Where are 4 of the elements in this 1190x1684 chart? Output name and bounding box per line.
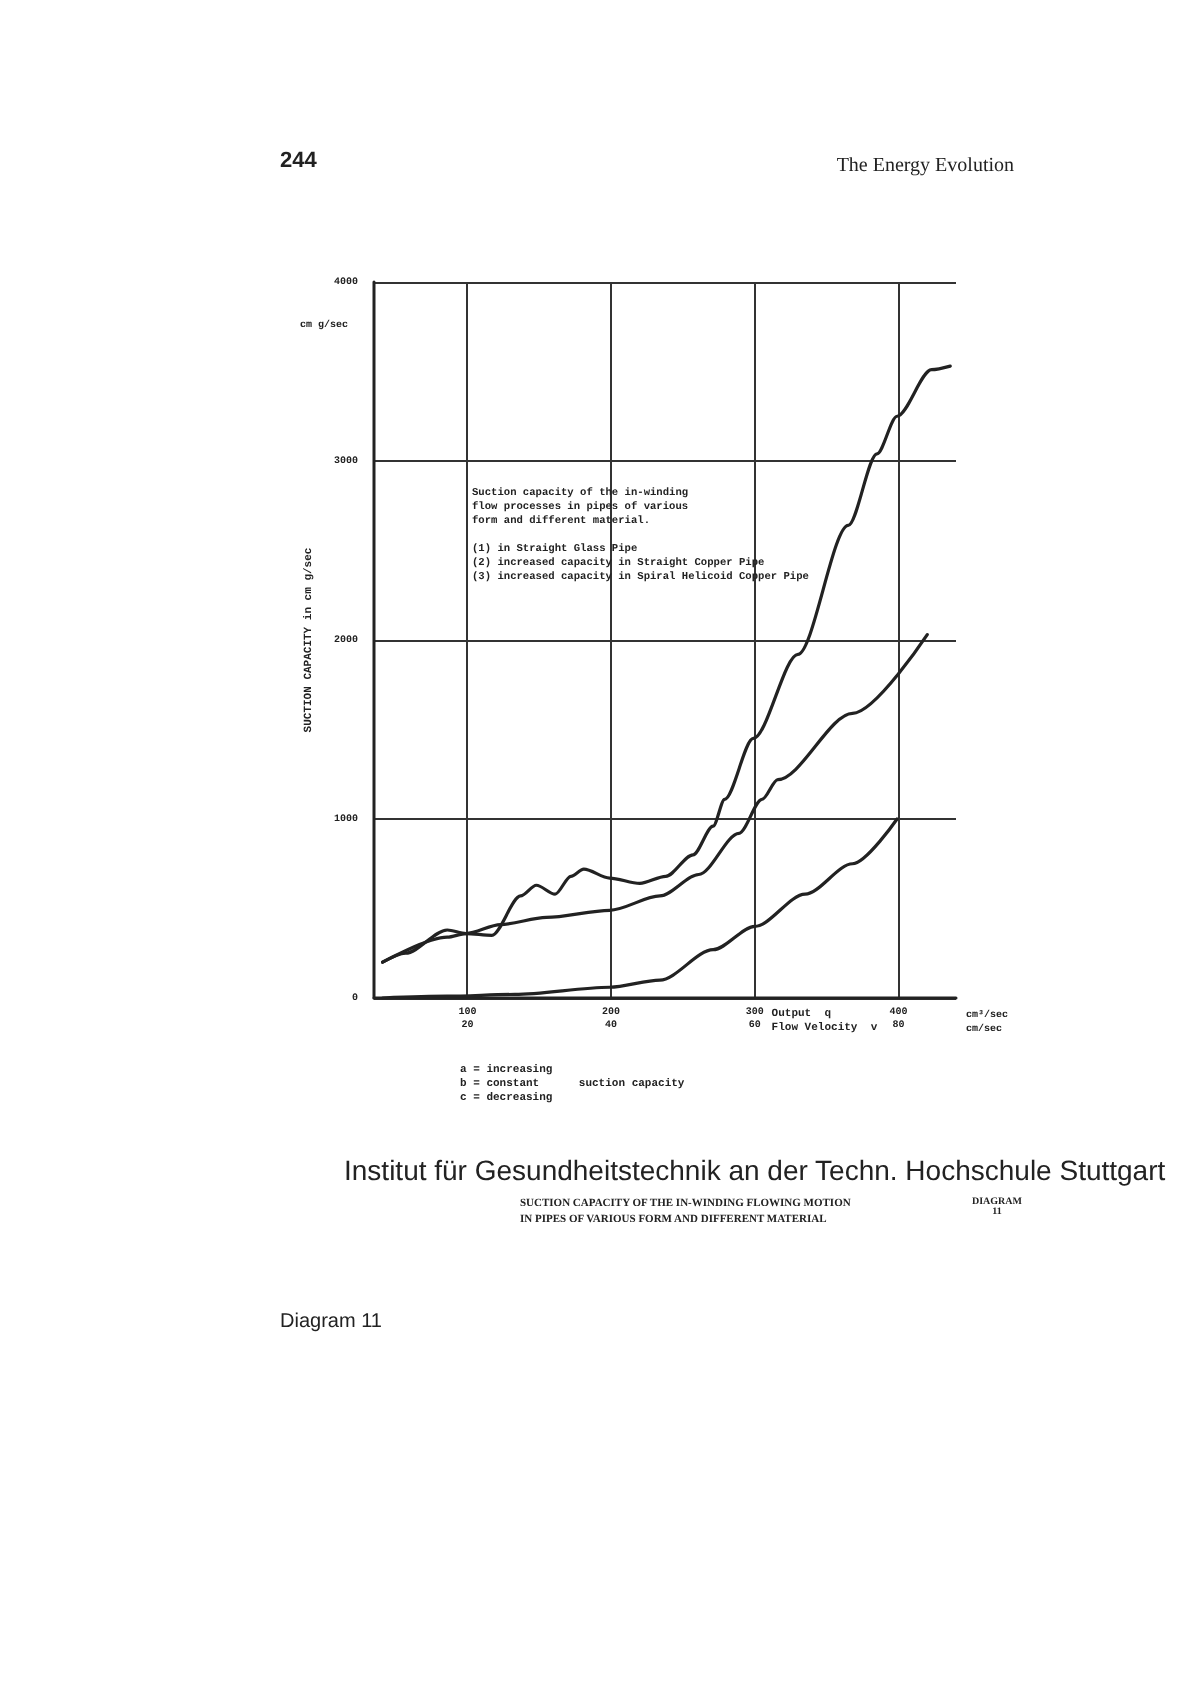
text: Diagram 11 [280,1311,383,1333]
text: 244 [280,149,319,173]
text: Institut für Gesundheitstechnik an der Techn. Hochschule Stuttgart [344,1154,1166,1186]
text: The Energy Evolution [836,155,1014,177]
